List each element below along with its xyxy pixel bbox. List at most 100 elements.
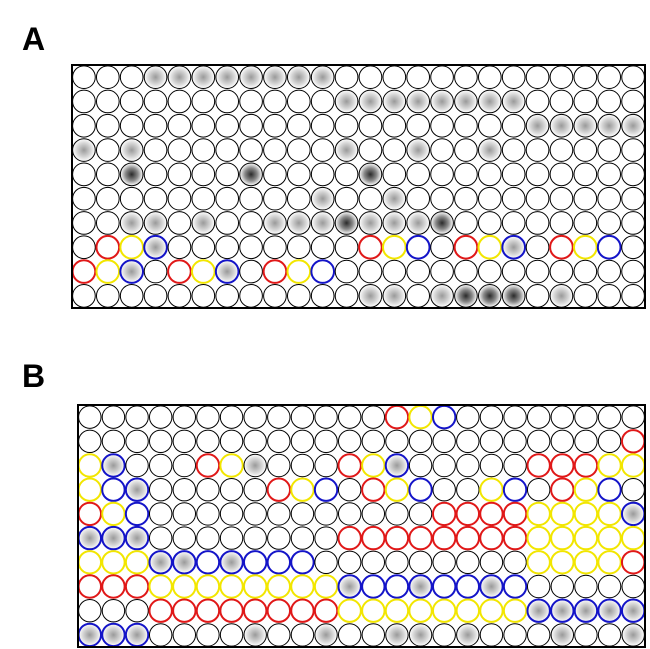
cell: [597, 284, 622, 308]
cell: [239, 235, 263, 260]
cell: [310, 65, 335, 89]
cell: [502, 477, 528, 502]
cell: [503, 429, 527, 454]
cell: [167, 65, 192, 89]
cell: [430, 235, 454, 260]
cell: [263, 65, 287, 89]
cell: [78, 598, 102, 623]
cell: [408, 598, 433, 623]
cell: [101, 550, 126, 575]
cell: [525, 284, 550, 308]
cell: [219, 574, 244, 599]
cell: [573, 162, 598, 187]
cell: [191, 211, 216, 235]
cell: [95, 138, 120, 162]
cell: [597, 186, 622, 211]
cell: [385, 429, 409, 454]
cell: [310, 259, 336, 284]
cell: [143, 113, 168, 138]
cell: [124, 477, 150, 502]
cell: [477, 138, 502, 162]
cell: [267, 526, 291, 550]
cell: [215, 113, 240, 138]
cell: [314, 550, 338, 575]
cell: [620, 525, 646, 551]
cell: [361, 429, 386, 454]
cell: [382, 259, 407, 284]
cell: [361, 623, 386, 647]
cell: [358, 186, 383, 211]
cell: [95, 284, 120, 308]
cell: [525, 65, 550, 89]
cell: [78, 429, 102, 454]
cell: [501, 186, 526, 211]
cell: [430, 65, 454, 89]
cell: [597, 477, 622, 502]
cell: [191, 186, 216, 211]
cell: [408, 550, 433, 575]
cell: [124, 550, 150, 575]
cell: [573, 477, 599, 502]
cell: [501, 113, 526, 138]
cell: [456, 550, 480, 575]
cell: [406, 211, 431, 235]
cell: [243, 526, 267, 550]
cell: [219, 453, 244, 478]
cell: [196, 623, 220, 647]
cell: [621, 138, 645, 162]
cell: [574, 405, 598, 429]
cell: [167, 284, 192, 308]
cell: [501, 259, 526, 284]
cell: [406, 259, 431, 284]
cell: [479, 429, 504, 454]
cell: [290, 574, 315, 599]
cell: [334, 89, 359, 114]
cell: [621, 477, 645, 502]
cell: [219, 623, 244, 647]
cell: [215, 89, 240, 114]
cell: [408, 404, 433, 430]
cell: [574, 429, 598, 454]
cell: [148, 550, 173, 575]
cell: [526, 453, 551, 478]
cell: [432, 623, 456, 647]
cell: [167, 89, 192, 114]
cell: [432, 453, 456, 478]
cell: [430, 259, 454, 284]
cell: [215, 211, 240, 235]
cell: [167, 113, 192, 138]
cell: [72, 235, 96, 260]
cell: [219, 550, 244, 575]
cell: [95, 259, 121, 284]
cell: [550, 623, 575, 647]
cell: [597, 501, 622, 527]
cell: [143, 186, 168, 211]
cell: [549, 234, 574, 260]
cell: [454, 138, 478, 162]
cell: [454, 89, 478, 114]
cell: [219, 526, 244, 550]
cell: [479, 623, 504, 647]
cell: [549, 138, 574, 162]
cell: [384, 574, 410, 599]
cell: [574, 574, 598, 599]
cell: [406, 186, 431, 211]
cell: [72, 284, 96, 308]
cell: [431, 598, 457, 623]
cell: [382, 138, 407, 162]
cell: [190, 259, 216, 284]
cell: [310, 89, 335, 114]
cell: [456, 405, 480, 429]
cell: [526, 574, 551, 599]
cell: [167, 162, 192, 187]
cell: [621, 284, 645, 308]
cell: [72, 211, 96, 235]
cell: [337, 598, 362, 623]
cell: [408, 623, 433, 647]
cell: [266, 550, 292, 575]
cell: [310, 138, 335, 162]
cell: [266, 598, 292, 623]
cell: [597, 405, 622, 429]
cell: [119, 259, 145, 284]
cell: [621, 235, 645, 260]
